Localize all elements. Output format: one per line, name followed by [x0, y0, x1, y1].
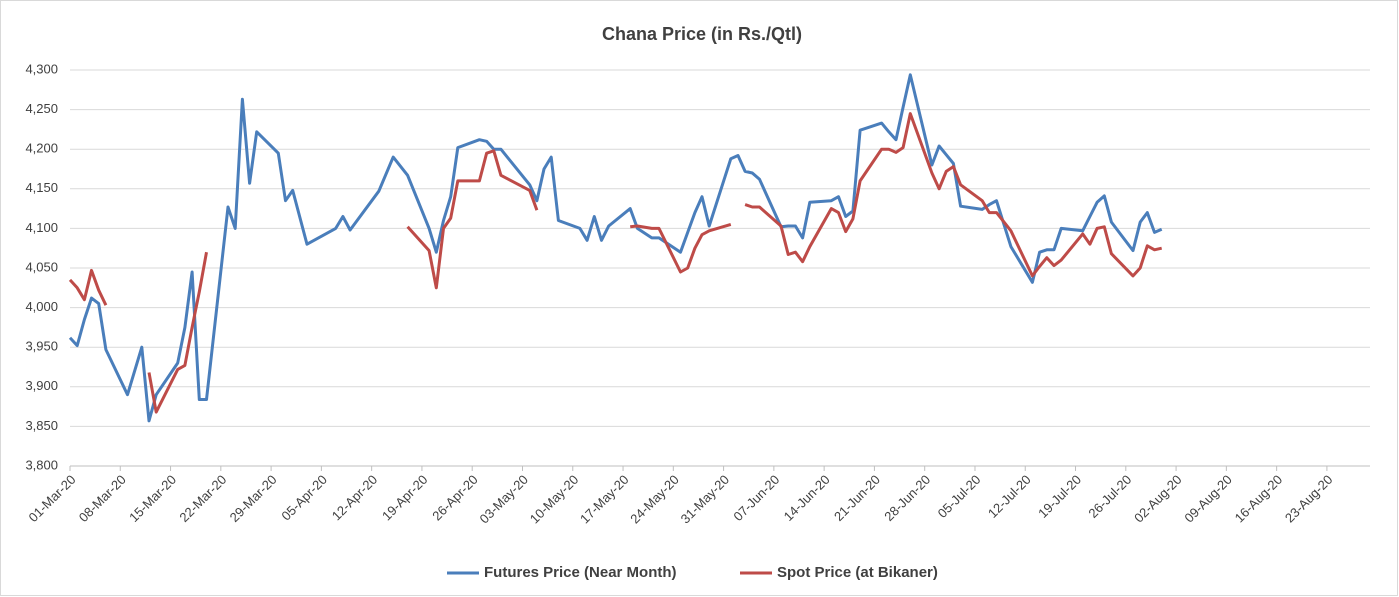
y-tick-label: 4,050	[25, 259, 58, 274]
y-tick-label: 4,200	[25, 141, 58, 156]
y-tick-label: 4,300	[25, 61, 58, 76]
chart-title: Chana Price (in Rs./Qtl)	[602, 24, 802, 44]
y-tick-label: 4,150	[25, 180, 58, 195]
series-line	[68, 73, 1163, 423]
series-line	[68, 112, 1163, 414]
y-tick-label: 3,800	[25, 457, 58, 472]
y-tick-label: 4,250	[25, 101, 58, 116]
y-tick-label: 3,950	[25, 339, 58, 354]
y-tick-label: 3,900	[25, 378, 58, 393]
y-tick-label: 3,850	[25, 418, 58, 433]
y-tick-label: 4,000	[25, 299, 58, 314]
y-tick-label: 4,100	[25, 220, 58, 235]
legend-label: Futures Price (Near Month)	[484, 564, 677, 581]
legend-label: Spot Price (at Bikaner)	[777, 564, 938, 581]
